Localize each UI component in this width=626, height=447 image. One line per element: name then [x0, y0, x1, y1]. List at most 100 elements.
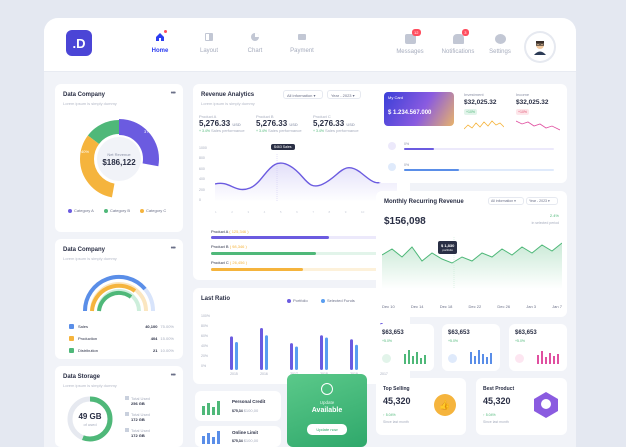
- legend-category-c: Category C: [140, 208, 166, 213]
- funds-bar: [235, 342, 238, 370]
- more-menu-icon[interactable]: •••: [170, 245, 176, 252]
- list-item: Production 404 15.00%: [69, 334, 174, 342]
- mini-stat-card: $63,653 +5.0%: [376, 324, 434, 371]
- list-item: Sales 40,100 75.00%: [69, 322, 174, 330]
- data-storage-card: Data Storage Lorem ipsum is simply dummy…: [55, 366, 183, 447]
- data-company-card: Data Company Lorem ipsum is simply dummy…: [55, 84, 183, 232]
- legend-portfolio: Portfolio: [287, 298, 308, 303]
- nav-payment[interactable]: Payment: [282, 28, 322, 54]
- arc-sales: [82, 274, 147, 312]
- mrr-line: [382, 242, 562, 264]
- nav-chart[interactable]: Chart: [235, 28, 275, 54]
- portfolio-bar: [260, 328, 263, 370]
- investment-sparkline: [464, 120, 504, 130]
- mini-bar-chart: [404, 350, 426, 364]
- refresh-icon: [321, 383, 333, 395]
- info-filter-dropdown[interactable]: All information ▾: [283, 90, 323, 99]
- pie-chart-icon: [251, 33, 259, 41]
- nav-notifications[interactable]: 3 Notifications: [441, 29, 475, 55]
- stat-icon: [382, 354, 391, 363]
- list-item: Distribution 21 10.00%: [69, 346, 174, 354]
- mrr-x-axis: Dec 10 Dec 14 Dec 18 Dec 22 Dec 26 Jan 3 Jan 7: [382, 304, 562, 309]
- home-icon: [156, 33, 164, 41]
- donut-center: [97, 137, 141, 181]
- funds-bar: [295, 346, 298, 370]
- revenue-y-axis: 1000 800 600 400 200 0: [199, 146, 207, 202]
- arc-distribution: [97, 290, 133, 312]
- portfolio-bar: [290, 343, 293, 370]
- avatar-icon: [534, 41, 546, 55]
- layout-icon: [205, 33, 213, 41]
- gear-icon: [494, 34, 506, 44]
- product-a-stat: Product A 5,276.33 USD + 3.4% Sales perfor…: [199, 114, 245, 133]
- monthly-recurring-revenue-card: Monthly Recurring Revenue All informatio…: [376, 191, 567, 317]
- portfolio-bar: [350, 339, 353, 370]
- last-ratio-bar-chart: [230, 322, 388, 370]
- legend-category-a: Category A: [68, 208, 94, 213]
- period-dropdown[interactable]: Year - 2023 ▾: [327, 90, 361, 99]
- mini-bar-chart: [470, 350, 492, 364]
- nav-settings[interactable]: Settings: [478, 34, 522, 55]
- mrr-line-chart: [382, 237, 562, 289]
- top-navigation: .D Home Layout Chart Payment 12 Messages…: [44, 18, 576, 72]
- product-b-stat: Product B 5,276.33 USD + 3.4% Sales perfor…: [256, 114, 302, 133]
- shield-icon: [388, 163, 396, 171]
- nav-home[interactable]: Home: [140, 28, 180, 54]
- product-c-bar: [211, 268, 303, 271]
- update-now-button[interactable]: Update now: [307, 424, 347, 435]
- mrr-period-dropdown[interactable]: Year - 2023 ▾: [526, 197, 558, 205]
- more-menu-icon[interactable]: •••: [170, 90, 176, 97]
- product-c-stat: Product C 5,276.33 USD + 3.4% Sales perfor…: [313, 114, 359, 133]
- mini-stat-card: $63,653 +5.0%: [442, 324, 500, 371]
- product-b-bar: [211, 252, 316, 255]
- funds-bar: [355, 344, 358, 370]
- product-c-bar-label: Product C ( 26,456 ): [211, 260, 248, 265]
- donut-segment-a: [79, 119, 159, 199]
- credit-bars-icon: [202, 401, 220, 415]
- mini-bar-chart: [537, 351, 559, 364]
- legend-selected-funds: Selected Funds: [321, 298, 355, 303]
- bell-icon: 3: [452, 29, 469, 44]
- top-selling-card: Top Selling 45,320 ↑ 5.04% Since last mo…: [376, 378, 466, 435]
- product-a-bar-label: Product A ( 125,346 ): [211, 229, 249, 234]
- revenue-line-chart: [215, 151, 398, 202]
- funds-bar: [325, 337, 328, 370]
- revenue-x-axis: 123456789101112: [215, 210, 400, 214]
- ratio-y-axis: 100% 80% 60% 40% 20% 0%: [201, 314, 210, 368]
- nav-layout[interactable]: Layout: [189, 28, 229, 54]
- personal-credit-card: Personal Credit $75,34 $100,00: [195, 391, 281, 421]
- funds-bar: [265, 335, 268, 370]
- mrr-filter-dropdown[interactable]: All information ▾: [488, 197, 524, 205]
- payment-icon: [298, 34, 306, 40]
- storage-row: Total Used 172 GB: [125, 428, 150, 438]
- award-icon: [534, 392, 558, 418]
- product-a-bar: [211, 236, 329, 239]
- product-b-bar-label: Product B ( 98,346 ): [211, 244, 247, 249]
- nav-messages[interactable]: 12 Messages: [396, 29, 424, 55]
- revenue-donut-chart: [79, 119, 159, 199]
- portfolio-bar: [320, 335, 323, 370]
- notification-dot: [164, 30, 167, 33]
- donut-segment-c: [80, 120, 158, 198]
- progress-bar: [404, 148, 434, 150]
- storage-row: Total Used 172 GB: [125, 412, 150, 422]
- storage-row: Total Used 256 GB: [125, 396, 150, 406]
- chart-tooltip: $463 Sales: [271, 144, 295, 150]
- arc-production: [90, 283, 137, 312]
- storage-donut-chart: [67, 396, 113, 442]
- update-available-card: Update Available Update now: [287, 374, 367, 447]
- app-logo[interactable]: .D: [66, 30, 92, 56]
- lock-icon: [388, 142, 396, 150]
- progress-bar: [404, 169, 459, 171]
- dashboard-window: .D Home Layout Chart Payment 12 Messages…: [44, 18, 576, 447]
- storage-used-arc: [67, 396, 113, 442]
- mini-stat-card: $63,653 +5.0%: [509, 324, 567, 371]
- arc-chart: [82, 274, 155, 312]
- more-menu-icon[interactable]: •••: [170, 372, 176, 379]
- thumbs-up-icon: 👍: [434, 394, 456, 416]
- limit-bars-icon: [202, 431, 220, 444]
- best-product-card: Best Product 45,320 ↑ 5.04% Since last m…: [476, 378, 567, 435]
- user-avatar[interactable]: [526, 33, 554, 61]
- credit-card[interactable]: My Card $ 1.234.567.000: [384, 92, 454, 126]
- card-investment-widget: My Card $ 1.234.567.000 Investment $32,0…: [376, 84, 567, 183]
